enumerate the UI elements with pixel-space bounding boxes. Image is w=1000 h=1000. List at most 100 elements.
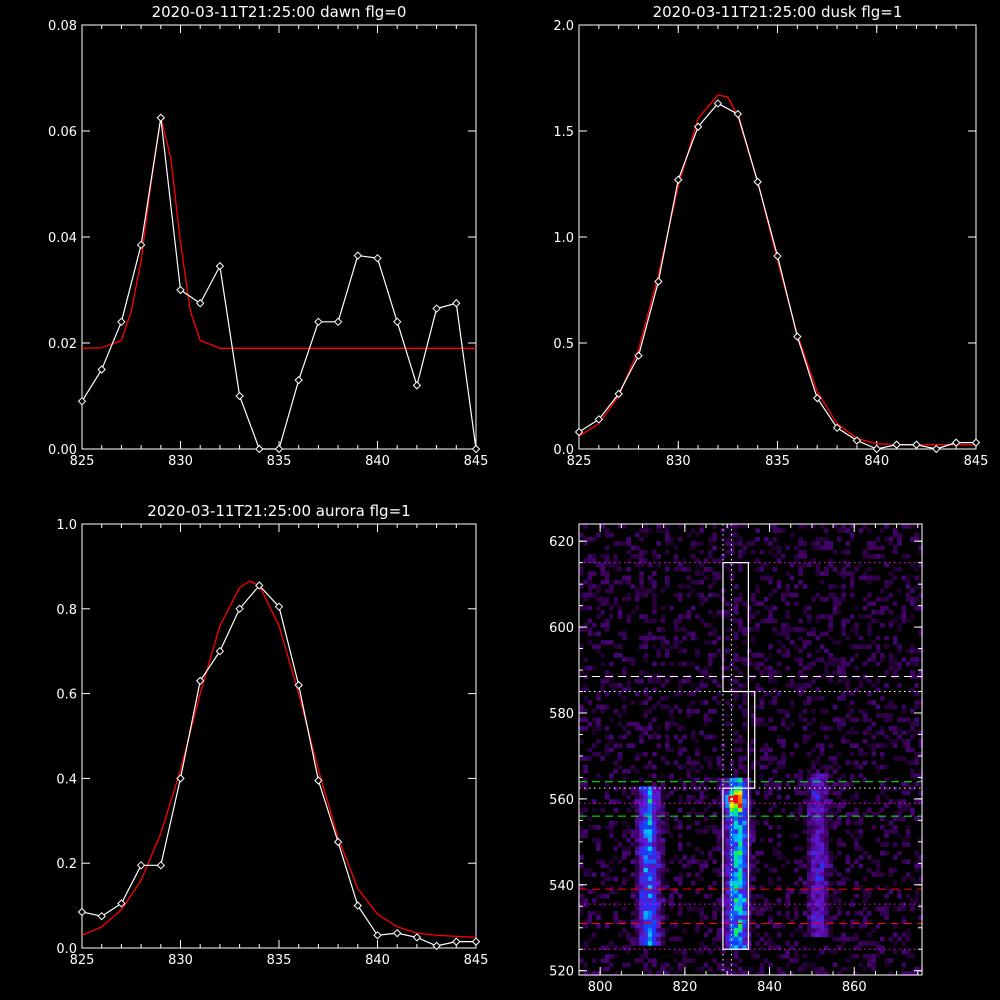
heatmap-cell	[600, 597, 606, 602]
heatmap-cell	[634, 911, 640, 916]
heatmap-cell	[617, 610, 623, 615]
heatmap-cell	[695, 906, 700, 912]
heatmap-cell	[837, 665, 842, 671]
heatmap-cell	[875, 799, 881, 804]
heatmap-cell	[746, 807, 752, 813]
heatmap-cell	[858, 751, 864, 757]
heatmap-cell	[794, 777, 799, 783]
heatmap-cell	[591, 584, 597, 589]
heatmap-cell	[819, 911, 825, 916]
heatmap-cell	[712, 859, 717, 864]
heatmap-cell	[837, 610, 842, 615]
heatmap-cell	[639, 751, 644, 757]
heatmap-cell	[798, 627, 803, 632]
heatmap-cell	[880, 545, 885, 551]
heatmap-cell	[858, 816, 864, 821]
heatmap-cell	[824, 906, 829, 912]
heatmap-cell	[858, 644, 864, 649]
heatmap-cell	[626, 945, 631, 950]
heatmap-cell	[591, 958, 597, 963]
heatmap-cell	[647, 816, 653, 821]
heatmap-cell	[630, 545, 636, 551]
heatmap-cell	[609, 777, 614, 783]
heatmap-cell	[875, 687, 881, 692]
heatmap-cell	[854, 605, 859, 611]
heatmap-cell	[746, 610, 752, 615]
heatmap-cell	[776, 558, 782, 563]
heatmap-cell	[647, 971, 653, 976]
heatmap-cell	[742, 859, 747, 864]
heatmap-cell	[742, 880, 747, 886]
heatmap-cell	[755, 790, 760, 796]
heatmap-cell	[639, 726, 644, 731]
heatmap-cell	[643, 558, 649, 563]
heatmap-cell	[647, 790, 653, 796]
heatmap-cell	[742, 794, 747, 800]
heatmap-cell	[755, 941, 760, 946]
heatmap-cell	[884, 803, 889, 809]
heatmap-cell	[815, 971, 821, 976]
heatmap-cell	[901, 906, 907, 912]
heatmap-cell	[892, 640, 898, 645]
heatmap-cell	[617, 842, 623, 847]
heatmap-cell	[708, 885, 713, 890]
heatmap-cell	[832, 670, 838, 675]
heatmap-cell	[905, 954, 911, 959]
heatmap-cell	[772, 782, 778, 787]
heatmap-cell	[914, 880, 919, 886]
heatmap-cell	[759, 717, 765, 723]
heatmap-cell	[751, 829, 756, 834]
heatmap-cell	[802, 945, 808, 950]
heatmap-cell	[677, 880, 683, 886]
heatmap-cell	[905, 790, 911, 796]
heatmap-cell	[703, 816, 709, 821]
heatmap-cell	[811, 773, 816, 778]
heatmap-cell	[604, 863, 610, 869]
heatmap-cell	[755, 954, 760, 959]
heatmap-cell	[712, 678, 717, 684]
heatmap-cell	[660, 627, 666, 632]
heatmap-cell	[755, 923, 760, 929]
heatmap-cell	[712, 902, 717, 907]
heatmap-cell	[725, 863, 730, 869]
heatmap-cell	[656, 743, 661, 748]
heatmap-cell	[617, 691, 623, 697]
heatmap-cell	[583, 657, 588, 662]
heatmap-cell	[763, 863, 769, 869]
heatmap-cell	[600, 571, 606, 576]
heatmap-cell	[854, 743, 859, 748]
heatmap-cell	[725, 885, 730, 890]
heatmap-cell	[806, 820, 812, 826]
heatmap-cell	[841, 691, 846, 697]
heatmap-cell	[604, 532, 610, 538]
heatmap-cell	[725, 812, 730, 817]
heatmap-cell	[746, 902, 752, 907]
heatmap-cell	[673, 704, 679, 710]
heatmap-cell	[591, 911, 597, 916]
heatmap-cell	[854, 687, 859, 692]
heatmap-cell	[824, 799, 829, 804]
heatmap-cell	[738, 562, 743, 568]
heatmap-cell	[819, 889, 825, 895]
heatmap-cell	[742, 855, 747, 860]
heatmap-cell	[841, 721, 846, 727]
heatmap-cell	[639, 893, 644, 899]
heatmap-cell	[828, 614, 833, 619]
heatmap-cell	[733, 842, 739, 847]
heatmap-cell	[914, 850, 919, 856]
heatmap-cell	[802, 554, 808, 559]
heatmap-cell	[751, 803, 756, 809]
heatmap-cell	[652, 812, 657, 817]
heatmap-cell	[871, 653, 876, 658]
heatmap-cell	[587, 605, 593, 611]
heatmap-cell	[686, 756, 692, 761]
heatmap-cell	[656, 726, 661, 731]
heatmap-cell	[703, 622, 709, 628]
heatmap-cell	[880, 825, 885, 830]
heatmap-cell	[639, 794, 644, 800]
heatmap-cell	[703, 640, 709, 645]
heatmap-cell	[647, 868, 653, 873]
heatmap-cell	[815, 687, 821, 692]
heatmap-cell	[806, 850, 812, 856]
heatmap-cell	[806, 915, 812, 920]
